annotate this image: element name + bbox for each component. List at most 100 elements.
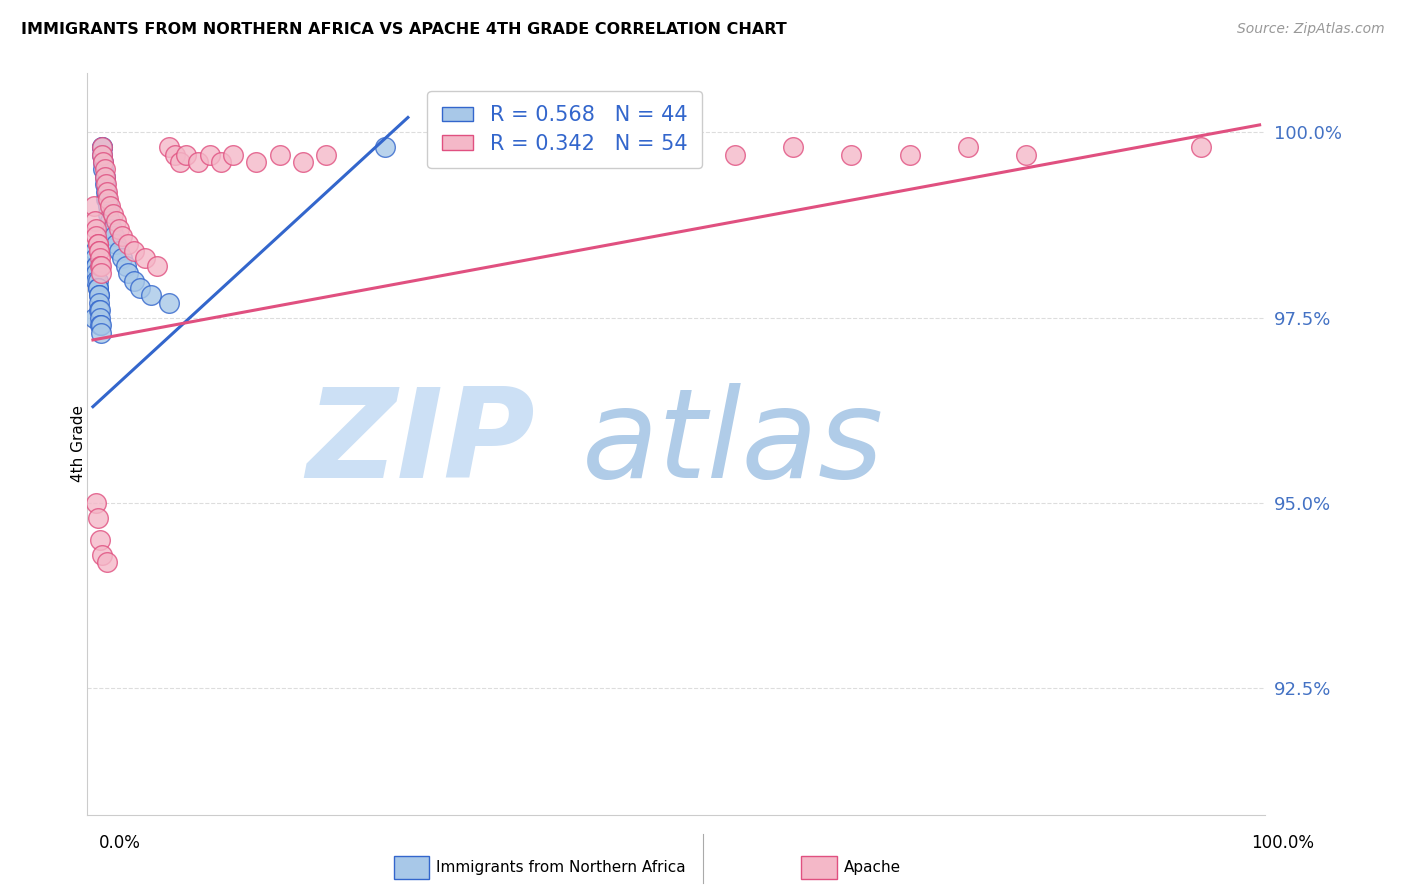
Point: [90, 259, 112, 273]
Point: [291, 155, 314, 169]
Point: [245, 155, 267, 169]
Point: [100, 199, 122, 213]
Point: [222, 147, 245, 161]
Point: [94, 192, 117, 206]
Point: [111, 252, 134, 266]
Point: [209, 155, 232, 169]
Point: [93, 155, 115, 169]
Point: [86, 236, 108, 251]
Point: [93, 178, 115, 192]
Point: [84, 214, 107, 228]
Point: [97, 192, 120, 206]
Point: [86, 274, 108, 288]
Point: [91, 548, 114, 562]
Point: [89, 310, 111, 325]
Point: [86, 511, 108, 525]
Text: ZIP: ZIP: [307, 384, 534, 504]
Point: [94, 185, 117, 199]
Point: [100, 214, 122, 228]
Point: [96, 185, 118, 199]
Point: [187, 155, 209, 169]
Point: [91, 147, 114, 161]
Point: [117, 266, 139, 280]
Point: [107, 244, 129, 258]
Point: [114, 259, 136, 273]
Point: [83, 310, 105, 325]
Point: [93, 162, 115, 177]
Text: Immigrants from Northern Africa: Immigrants from Northern Africa: [436, 860, 686, 874]
Point: [87, 244, 110, 258]
Point: [96, 556, 118, 570]
Point: [97, 207, 120, 221]
Point: [87, 244, 110, 258]
Point: [169, 155, 191, 169]
Point: [107, 221, 129, 235]
Point: [84, 244, 107, 258]
Point: [117, 236, 139, 251]
Point: [174, 147, 197, 161]
Point: [91, 147, 114, 161]
Point: [87, 303, 110, 318]
Point: [84, 252, 107, 266]
Text: atlas: atlas: [582, 384, 884, 504]
Point: [1015, 147, 1038, 161]
Point: [723, 147, 745, 161]
Point: [105, 214, 128, 228]
Point: [96, 192, 118, 206]
Point: [122, 244, 145, 258]
Point: [128, 281, 150, 295]
Point: [87, 288, 110, 302]
Point: [315, 147, 337, 161]
Point: [101, 207, 124, 221]
Point: [956, 140, 979, 154]
Point: [163, 147, 186, 161]
Point: [86, 281, 108, 295]
Y-axis label: 4th Grade: 4th Grade: [72, 405, 86, 483]
Point: [91, 140, 114, 154]
Point: [93, 169, 115, 184]
Point: [89, 318, 111, 332]
Point: [87, 288, 110, 302]
Point: [103, 229, 125, 244]
Point: [93, 155, 115, 169]
Text: 0.0%: 0.0%: [98, 834, 141, 852]
Point: [89, 303, 111, 318]
Point: [90, 266, 112, 280]
Point: [86, 229, 108, 244]
Point: [90, 318, 112, 332]
Point: [89, 252, 111, 266]
Point: [94, 178, 117, 192]
Point: [86, 221, 108, 235]
Point: [89, 259, 111, 273]
Text: Apache: Apache: [844, 860, 901, 874]
Point: [198, 147, 221, 161]
Point: [269, 147, 291, 161]
Point: [93, 169, 115, 184]
Point: [782, 140, 804, 154]
Point: [134, 252, 156, 266]
Legend: R = 0.568   N = 44, R = 0.342   N = 54: R = 0.568 N = 44, R = 0.342 N = 54: [427, 91, 702, 169]
Point: [105, 236, 128, 251]
Point: [839, 147, 862, 161]
Point: [83, 199, 105, 213]
Point: [86, 259, 108, 273]
Point: [1189, 140, 1212, 154]
Point: [146, 259, 169, 273]
Point: [86, 259, 108, 273]
Point: [122, 274, 145, 288]
Point: [898, 147, 921, 161]
Point: [87, 296, 110, 310]
Point: [100, 221, 122, 235]
Point: [89, 533, 111, 548]
Text: IMMIGRANTS FROM NORTHERN AFRICA VS APACHE 4TH GRADE CORRELATION CHART: IMMIGRANTS FROM NORTHERN AFRICA VS APACH…: [21, 22, 787, 37]
Point: [86, 266, 108, 280]
Point: [93, 162, 115, 177]
Text: Source: ZipAtlas.com: Source: ZipAtlas.com: [1237, 22, 1385, 37]
Point: [157, 296, 180, 310]
Point: [86, 274, 108, 288]
Point: [97, 199, 120, 213]
Point: [91, 140, 114, 154]
Text: 100.0%: 100.0%: [1251, 834, 1315, 852]
Point: [157, 140, 180, 154]
Point: [86, 281, 108, 295]
